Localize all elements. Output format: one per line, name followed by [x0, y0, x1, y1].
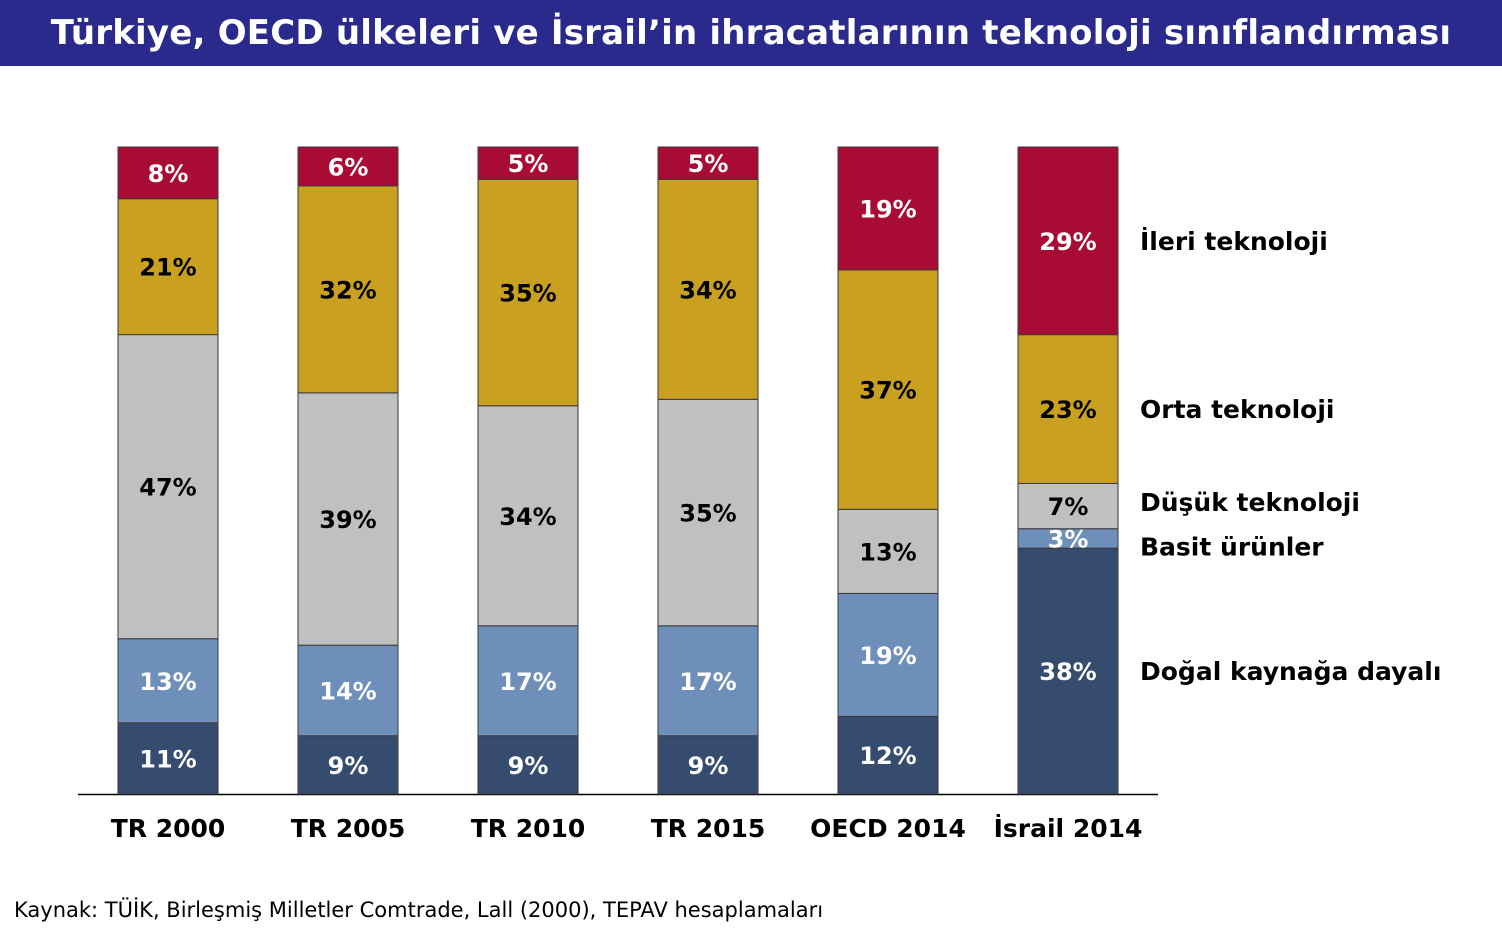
- data-label-5-1: 3%: [1048, 525, 1089, 553]
- x-tick-label-4: OECD 2014: [810, 814, 966, 843]
- bar-segment-2-4: [477, 146, 579, 180]
- bar-segment-3-3: [657, 178, 759, 400]
- bar-segment-4-3: [837, 269, 939, 510]
- x-tick-label-1: TR 2005: [291, 814, 406, 843]
- data-label-2-1: 17%: [499, 668, 556, 696]
- bar-segment-1-0: [297, 735, 399, 795]
- data-label-1-0: 9%: [328, 752, 369, 780]
- data-label-3-2: 35%: [679, 500, 736, 528]
- data-label-2-4: 5%: [508, 150, 549, 178]
- data-label-0-2: 47%: [139, 474, 196, 502]
- data-label-1-2: 39%: [319, 506, 376, 534]
- stacked-bar-chart: 11% 13% 47% 21% 8% TR 2000 9% 14% 39% 32% 6% TR 200…: [78, 146, 1441, 843]
- data-label-1-3: 32%: [319, 276, 376, 304]
- data-label-3-3: 34%: [679, 276, 736, 304]
- bar-segment-1-2: [297, 392, 399, 646]
- bar-segment-3-2: [657, 398, 759, 627]
- bar-segment-4-1: [837, 592, 939, 717]
- bar-segment-1-1: [297, 644, 399, 737]
- chart-title: Türkiye, OECD ülkeleri ve İsrail’in ihra…: [50, 13, 1452, 53]
- bar-segment-0-1: [117, 638, 219, 724]
- bar-segment-3-1: [657, 625, 759, 737]
- data-label-1-1: 14%: [319, 677, 376, 705]
- bar-segment-4-0: [837, 715, 939, 795]
- data-label-4-3: 37%: [859, 377, 916, 405]
- bar-segment-4-4: [837, 146, 939, 271]
- bar-segment-1-4: [297, 146, 399, 187]
- data-label-2-2: 34%: [499, 503, 556, 531]
- bar-segment-5-0: [1017, 547, 1119, 795]
- source-note: Kaynak: TÜİK, Birleşmiş Milletler Comtra…: [14, 898, 824, 922]
- data-label-4-2: 13%: [859, 538, 916, 566]
- x-tick-label-0: TR 2000: [111, 814, 226, 843]
- data-label-4-4: 19%: [859, 195, 916, 223]
- x-tick-label-5: İsrail 2014: [994, 813, 1143, 843]
- bar-segment-5-2: [1017, 482, 1119, 530]
- title-bar: Türkiye, OECD ülkeleri ve İsrail’in ihra…: [0, 0, 1502, 66]
- bar-segment-5-3: [1017, 334, 1119, 484]
- data-label-2-3: 35%: [499, 280, 556, 308]
- bar-segment-2-1: [477, 625, 579, 737]
- data-label-4-1: 19%: [859, 642, 916, 670]
- data-label-0-3: 21%: [139, 254, 196, 282]
- legend-label-0: Doğal kaynağa dayalı: [1140, 657, 1441, 686]
- bar-segment-1-3: [297, 185, 399, 394]
- legend-label-4: İleri teknoloji: [1140, 226, 1328, 256]
- legend-label-2: Düşük teknoloji: [1140, 488, 1360, 517]
- legend-label-1: Basit ürünler: [1140, 532, 1324, 561]
- data-label-5-4: 29%: [1039, 228, 1096, 256]
- data-label-5-0: 38%: [1039, 658, 1096, 686]
- bar-segment-2-2: [477, 405, 579, 627]
- data-label-5-2: 7%: [1048, 493, 1089, 521]
- bar-segment-0-3: [117, 198, 219, 336]
- bar-segment-0-2: [117, 334, 219, 640]
- data-label-3-1: 17%: [679, 668, 736, 696]
- bar-segment-2-3: [477, 178, 579, 407]
- bar-segment-0-4: [117, 146, 219, 200]
- data-label-2-0: 9%: [508, 752, 549, 780]
- data-label-0-1: 13%: [139, 668, 196, 696]
- bar-segment-3-4: [657, 146, 759, 180]
- data-label-3-0: 9%: [688, 752, 729, 780]
- bar-segment-3-0: [657, 735, 759, 795]
- data-label-5-3: 23%: [1039, 396, 1096, 424]
- data-label-4-0: 12%: [859, 742, 916, 770]
- x-tick-label-3: TR 2015: [651, 814, 766, 843]
- bar-segment-4-2: [837, 508, 939, 594]
- data-label-0-4: 8%: [148, 160, 189, 188]
- data-label-1-4: 6%: [328, 153, 369, 181]
- legend-label-3: Orta teknoloji: [1140, 395, 1335, 424]
- bar-segment-2-0: [477, 735, 579, 795]
- data-label-0-0: 11%: [139, 745, 196, 773]
- data-label-3-4: 5%: [688, 150, 729, 178]
- bar-segment-5-4: [1017, 146, 1119, 336]
- bar-segment-0-0: [117, 722, 219, 795]
- x-tick-label-2: TR 2010: [471, 814, 586, 843]
